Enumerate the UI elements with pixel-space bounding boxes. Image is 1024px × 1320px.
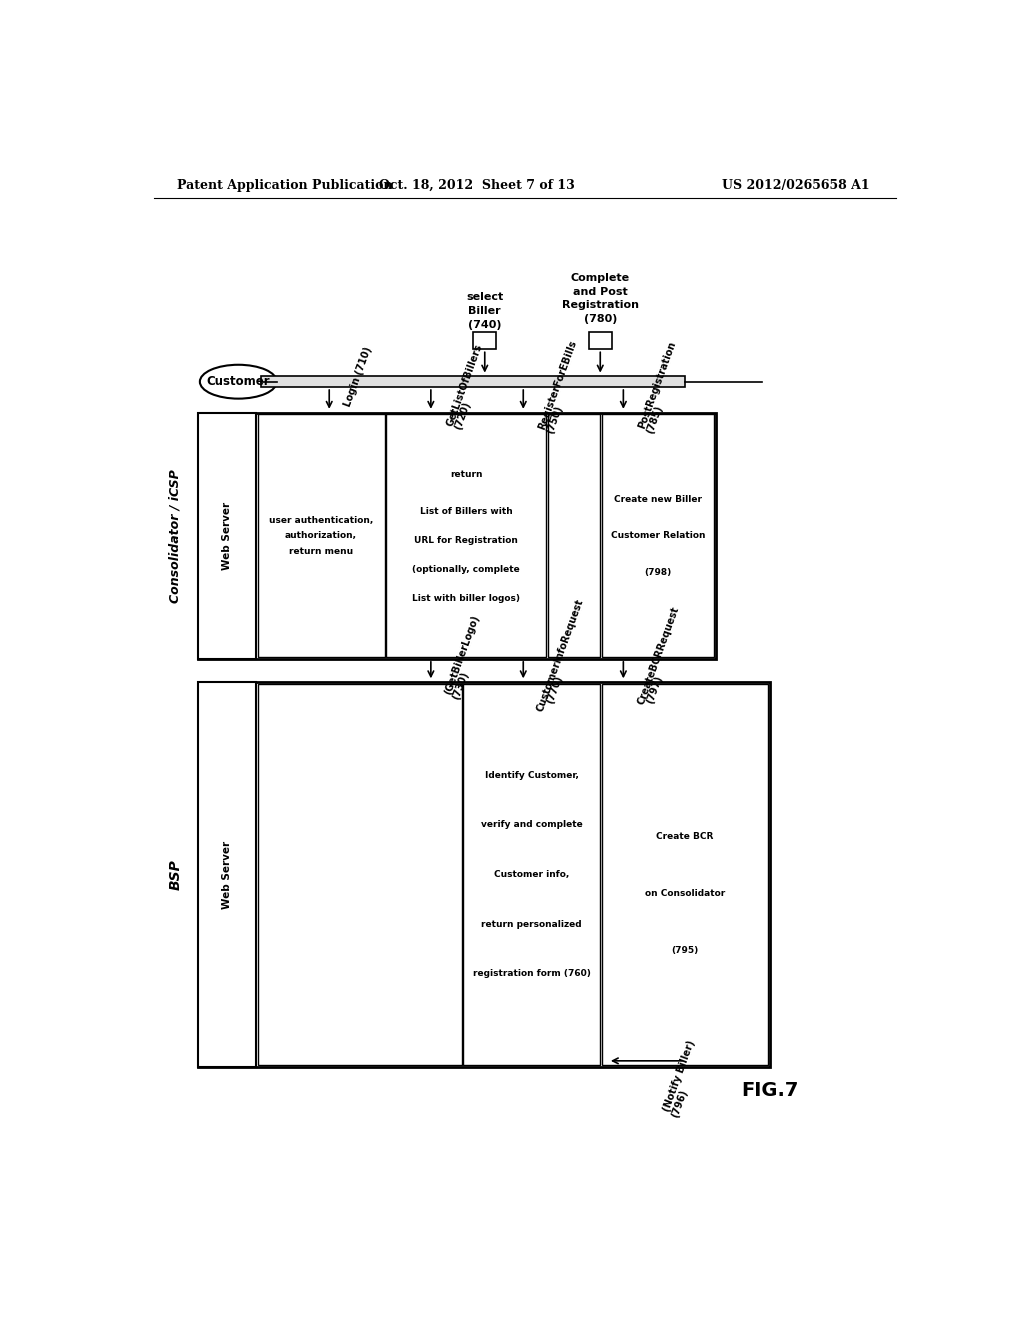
Bar xyxy=(602,414,714,657)
Bar xyxy=(199,682,770,1067)
Text: (780): (780) xyxy=(584,314,616,325)
Text: (optionally, complete: (optionally, complete xyxy=(413,565,520,574)
Text: Create new Biller: Create new Biller xyxy=(614,495,702,504)
Text: (750): (750) xyxy=(545,404,564,434)
Text: (770): (770) xyxy=(545,675,564,705)
Text: (GetBillerLogo): (GetBillerLogo) xyxy=(443,614,481,696)
Text: US 2012/0265658 A1: US 2012/0265658 A1 xyxy=(722,178,869,191)
Text: CreateBCRRequest: CreateBCRRequest xyxy=(636,605,681,705)
Text: Customer: Customer xyxy=(207,375,270,388)
Text: select: select xyxy=(466,292,504,302)
Text: (796): (796) xyxy=(670,1088,689,1118)
Bar xyxy=(386,414,547,657)
Text: Customer info,: Customer info, xyxy=(495,870,569,879)
Text: (720): (720) xyxy=(453,400,472,432)
Text: Create BCR: Create BCR xyxy=(656,832,714,841)
Text: (785): (785) xyxy=(645,404,665,436)
Text: authorization,: authorization, xyxy=(285,531,356,540)
Text: Biller: Biller xyxy=(468,306,501,315)
Text: Consolidator / iCSP: Consolidator / iCSP xyxy=(169,469,181,602)
Bar xyxy=(199,413,716,659)
Text: (798): (798) xyxy=(644,568,672,577)
Bar xyxy=(199,682,256,1067)
Text: PostRegistration: PostRegistration xyxy=(637,339,678,430)
Text: Registration: Registration xyxy=(562,301,639,310)
Bar xyxy=(602,684,768,1065)
Text: (795): (795) xyxy=(672,946,698,956)
Text: RegisterForEBills: RegisterForEBills xyxy=(538,339,579,430)
Text: verify and complete: verify and complete xyxy=(481,820,583,829)
Bar xyxy=(548,414,600,657)
Bar xyxy=(258,684,462,1065)
Ellipse shape xyxy=(200,364,276,399)
Bar xyxy=(199,413,256,659)
Text: Complete: Complete xyxy=(570,273,630,282)
Text: Customer Relation: Customer Relation xyxy=(610,531,706,540)
Text: Identify Customer,: Identify Customer, xyxy=(484,771,579,780)
Bar xyxy=(261,376,685,387)
Text: Patent Application Publication: Patent Application Publication xyxy=(177,178,392,191)
Text: Oct. 18, 2012  Sheet 7 of 13: Oct. 18, 2012 Sheet 7 of 13 xyxy=(379,178,574,191)
Text: Login (710): Login (710) xyxy=(343,346,374,408)
Text: Web Server: Web Server xyxy=(222,502,231,570)
Text: BSP: BSP xyxy=(168,859,182,890)
Text: List of Billers with: List of Billers with xyxy=(420,507,513,516)
Text: GetListOfBillers: GetListOfBillers xyxy=(444,342,484,428)
Text: return menu: return menu xyxy=(289,546,353,556)
Text: (797): (797) xyxy=(645,675,665,705)
Bar xyxy=(463,684,600,1065)
Text: return: return xyxy=(450,470,482,479)
Text: URL for Registration: URL for Registration xyxy=(415,536,518,545)
Text: and Post: and Post xyxy=(572,286,628,297)
Bar xyxy=(473,333,497,350)
Text: on Consolidator: on Consolidator xyxy=(645,890,725,898)
Text: (Notify Biller): (Notify Biller) xyxy=(662,1039,697,1113)
Text: (730): (730) xyxy=(451,671,470,701)
Text: CustomerInfoRequest: CustomerInfoRequest xyxy=(536,598,586,713)
Bar xyxy=(589,333,611,350)
Text: List with biller logos): List with biller logos) xyxy=(413,594,520,603)
Text: registration form (760): registration form (760) xyxy=(473,969,591,978)
Bar xyxy=(258,414,385,657)
Text: user authentication,: user authentication, xyxy=(268,516,373,525)
Text: return personalized: return personalized xyxy=(481,920,582,929)
Text: FIG.7: FIG.7 xyxy=(741,1081,799,1100)
Text: Web Server: Web Server xyxy=(222,841,231,908)
Text: (740): (740) xyxy=(468,319,502,330)
